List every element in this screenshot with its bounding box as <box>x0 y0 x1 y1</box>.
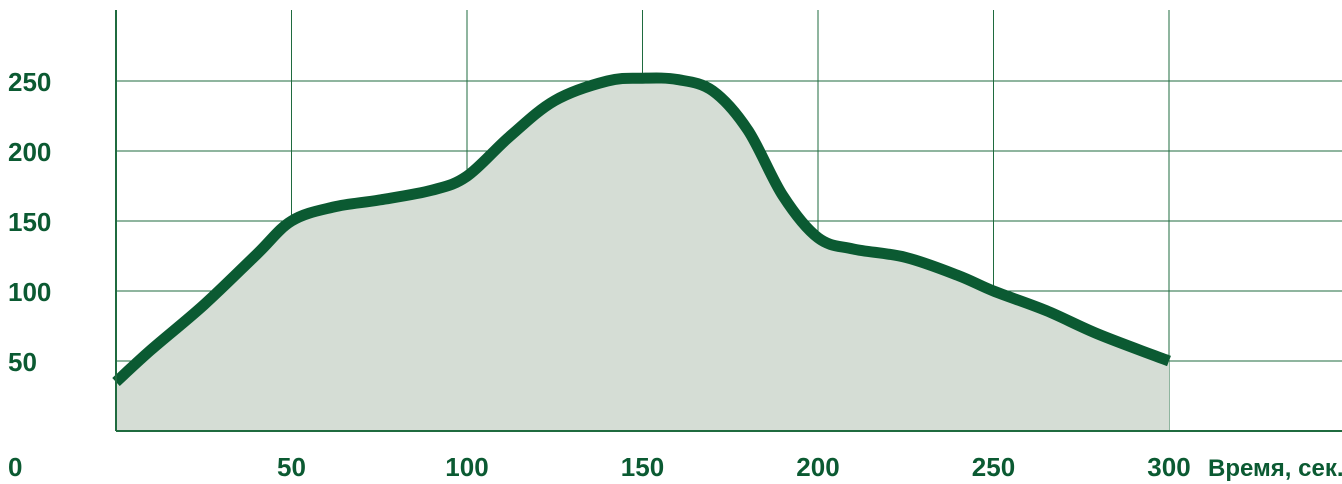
y-tick-label: 150 <box>8 207 51 237</box>
area-fill <box>116 77 1169 432</box>
x-tick-label: 100 <box>445 452 488 482</box>
x-tick-label: 200 <box>796 452 839 482</box>
y-tick-label: 250 <box>8 67 51 97</box>
series-line <box>112 72 1171 387</box>
x-tick-label: 300 <box>1147 452 1190 482</box>
axes <box>115 10 1342 432</box>
x-axis-label: Время, сек. <box>1208 455 1342 482</box>
y-tick-label: 50 <box>8 347 37 377</box>
origin-label: 0 <box>8 452 22 482</box>
tick-labels: 50 100 150 200 250 300 50 100 150 200 250 <box>8 67 1191 482</box>
x-tick-label: 250 <box>972 452 1015 482</box>
y-tick-label: 100 <box>8 277 51 307</box>
x-tick-label: 50 <box>277 452 306 482</box>
y-tick-label: 200 <box>8 137 51 167</box>
x-tick-label: 150 <box>621 452 664 482</box>
